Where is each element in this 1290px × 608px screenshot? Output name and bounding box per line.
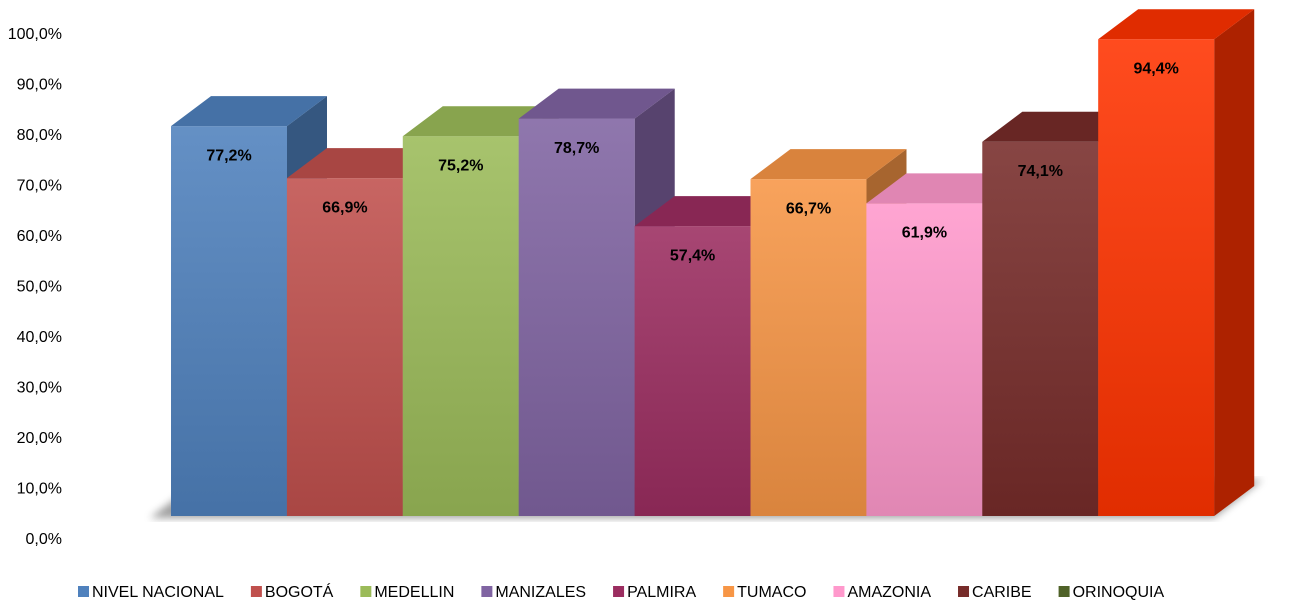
value-label: 66,7%: [786, 200, 831, 217]
bar-shade: [286, 178, 403, 516]
legend-swatch: [958, 586, 970, 597]
value-label: 75,2%: [438, 157, 483, 174]
value-label: 94,4%: [1134, 60, 1179, 77]
y-tick-label: 90,0%: [17, 77, 62, 94]
bar-top-shade: [750, 149, 907, 180]
y-tick-label: 0,0%: [26, 531, 62, 548]
bar-top: [1098, 9, 1255, 40]
legend-label: AMAZONIA: [847, 584, 931, 601]
value-label: 78,7%: [554, 140, 599, 157]
legend-label: PALMIRA: [627, 584, 696, 601]
y-tick-label: 30,0%: [17, 380, 62, 397]
y-tick-label: 40,0%: [17, 329, 62, 346]
bar-top: [750, 149, 907, 180]
y-tick-label: 50,0%: [17, 279, 62, 296]
y-tick-label: 100,0%: [8, 26, 62, 43]
bar-shade: [866, 203, 983, 516]
bar-shade: [982, 141, 1099, 517]
value-label: 61,9%: [902, 225, 947, 242]
legend-swatch: [613, 586, 625, 597]
legend-swatch: [833, 586, 845, 597]
legend-label: TUMACO: [737, 584, 806, 601]
value-label: 77,2%: [206, 147, 251, 164]
bar-top: [518, 88, 675, 119]
legend-swatch: [481, 586, 493, 597]
bar-side: [1214, 9, 1255, 517]
bar-top-shade: [518, 88, 675, 119]
bar-shade: [1098, 39, 1215, 516]
y-tick-label: 60,0%: [17, 228, 62, 245]
legend-label: NIVEL NACIONAL: [92, 584, 224, 601]
y-tick-label: 70,0%: [17, 178, 62, 195]
legend-label: CARIBE: [972, 584, 1032, 601]
value-label: 57,4%: [670, 247, 715, 264]
bar-shade: [402, 136, 519, 517]
bar-side-shade: [1214, 9, 1255, 517]
legend-label: MANIZALES: [495, 584, 586, 601]
legend-label: MEDELLIN: [374, 584, 454, 601]
legend-swatch: [78, 586, 89, 597]
legend-label: ORINOQUIA: [1073, 584, 1165, 601]
legend-label: BOGOTÁ: [265, 582, 334, 601]
value-label: 66,9%: [322, 199, 367, 216]
bar-top: [171, 96, 327, 127]
y-tick-label: 20,0%: [17, 430, 62, 447]
legend-swatch: [723, 586, 735, 597]
legend-swatch: [360, 586, 372, 597]
bar-shade: [171, 126, 287, 516]
bar-shade: [518, 118, 635, 516]
bar-top-shade: [171, 96, 327, 127]
bar-shade: [634, 226, 751, 516]
y-tick-label: 80,0%: [17, 127, 62, 144]
bar-top-shade: [1098, 9, 1255, 40]
value-label: 74,1%: [1018, 163, 1063, 180]
y-tick-label: 10,0%: [17, 481, 62, 498]
legend-swatch: [1058, 586, 1070, 597]
legend-swatch: [250, 586, 262, 597]
bar-shade: [750, 179, 867, 517]
